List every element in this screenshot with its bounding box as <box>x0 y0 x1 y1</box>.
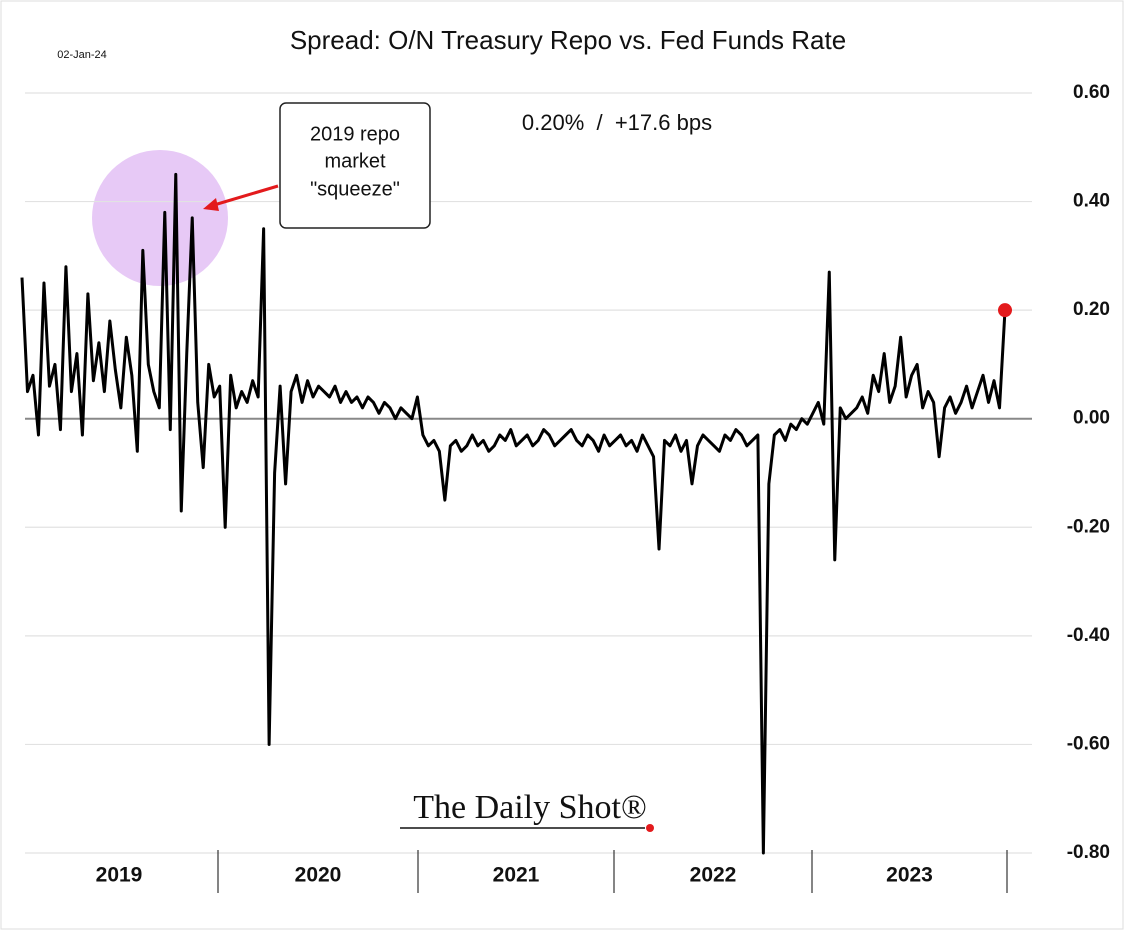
y-tick-label: -0.60 <box>1067 733 1110 754</box>
series-line <box>20 172 1007 855</box>
y-tick-label: 0.20 <box>1073 299 1110 320</box>
callout-text: "squeeze" <box>310 178 400 200</box>
chart-title: Spread: O/N Treasury Repo vs. Fed Funds … <box>290 25 846 55</box>
highlight-circle <box>92 150 228 286</box>
x-tick-label: 2021 <box>493 864 540 887</box>
y-tick-label: 0.40 <box>1073 191 1110 212</box>
x-tick-label: 2022 <box>690 864 737 887</box>
y-tick-label: -0.80 <box>1067 842 1110 863</box>
y-tick-label: 0.00 <box>1073 408 1110 429</box>
logo-dot <box>646 824 654 832</box>
source-logo: The Daily Shot® <box>413 789 647 826</box>
plot-area: 0.60 0.40 0.20 0.00 -0.20 -0.40 -0.60 -0.80 2019… <box>20 82 1110 893</box>
arrow-head <box>203 198 219 211</box>
date-label: 02-Jan-24 <box>57 49 107 61</box>
x-tick-label: 2019 <box>96 864 143 887</box>
x-tick-label: 2020 <box>295 864 342 887</box>
end-marker <box>998 303 1012 318</box>
y-tick-label: -0.40 <box>1067 625 1110 646</box>
callout-arrow <box>213 184 279 207</box>
annotation: 0.20% / +17.6 bps <box>522 110 712 135</box>
x-tick-label: 2023 <box>886 864 933 887</box>
callout-text: 2019 repo <box>310 123 400 145</box>
y-tick-label: -0.20 <box>1067 516 1110 537</box>
callout-text: market <box>324 150 386 172</box>
callout-box <box>279 102 431 229</box>
y-tick-label: 0.60 <box>1073 82 1110 103</box>
